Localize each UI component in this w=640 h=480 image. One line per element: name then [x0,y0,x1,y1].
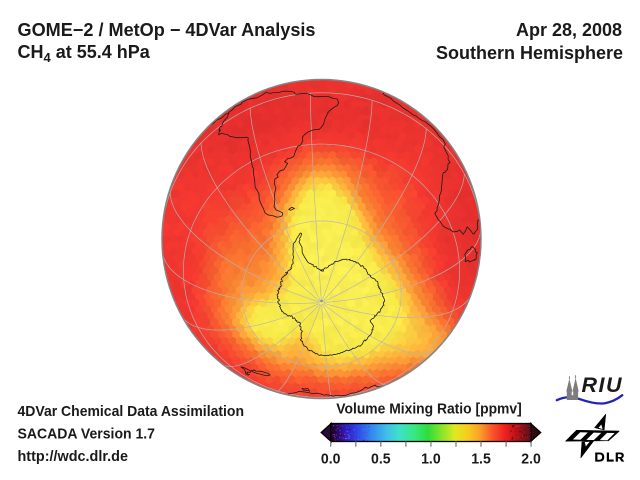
svg-text:4DVar Chemical Data Assimilati: 4DVar Chemical Data Assimilation [18,403,245,420]
svg-text:1.0: 1.0 [421,451,441,468]
svg-text:CH4 at 55.4 hPa: CH4 at 55.4 hPa [18,42,151,65]
svg-text:2.0: 2.0 [521,451,541,468]
svg-text:GOME−2 / MetOp − 4DVar Analysi: GOME−2 / MetOp − 4DVar Analysis [18,20,316,40]
svg-text:1.5: 1.5 [471,451,491,468]
svg-text:RIU: RIU [582,373,624,397]
svg-text:Apr 28, 2008: Apr 28, 2008 [516,20,622,40]
svg-text:SACADA Version 1.7: SACADA Version 1.7 [18,426,156,443]
svg-text:0.0: 0.0 [321,451,341,468]
svg-text:Volume Mixing Ratio [ppmv]: Volume Mixing Ratio [ppmv] [336,401,521,418]
svg-text:Southern Hemisphere: Southern Hemisphere [436,43,623,63]
svg-text:http://wdc.dlr.de: http://wdc.dlr.de [18,448,129,465]
svg-text:0.5: 0.5 [371,451,391,468]
